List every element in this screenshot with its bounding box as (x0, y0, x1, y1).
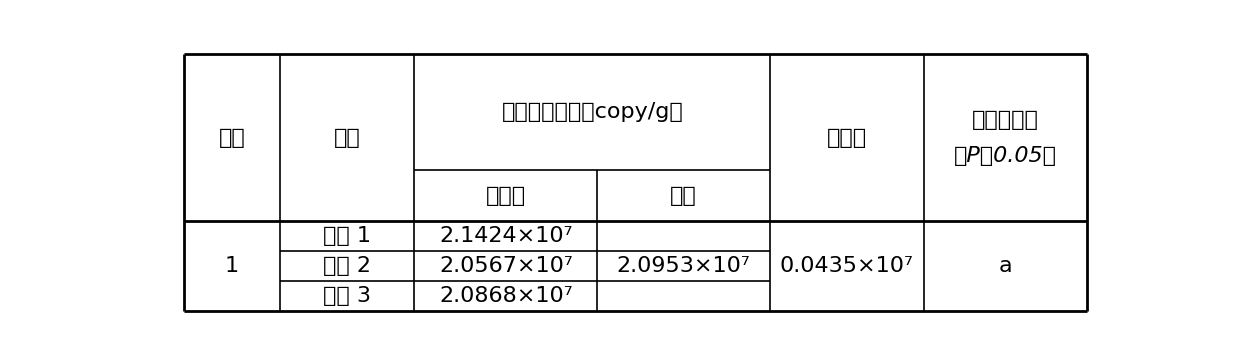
Text: 处理: 处理 (218, 128, 246, 148)
Text: （P＜0.05）: （P＜0.05） (954, 146, 1056, 165)
Text: 差异显著性: 差异显著性 (972, 110, 1039, 130)
Text: 重复: 重复 (334, 128, 361, 148)
Text: a: a (998, 256, 1012, 276)
Text: 0.0435×10⁷: 0.0435×10⁷ (780, 256, 914, 276)
Text: 1: 1 (224, 256, 239, 276)
Text: 重复 3: 重复 3 (324, 286, 371, 306)
Text: 均值: 均值 (670, 186, 697, 206)
Text: 2.0953×10⁷: 2.0953×10⁷ (616, 256, 750, 276)
Text: 2.1424×10⁷: 2.1424×10⁷ (439, 226, 573, 246)
Text: 重复 1: 重复 1 (324, 226, 371, 246)
Text: 土壤真菌数量（copy/g）: 土壤真菌数量（copy/g） (501, 102, 683, 122)
Text: 重复 2: 重复 2 (324, 256, 371, 276)
Text: 标准差: 标准差 (827, 128, 867, 148)
Text: 测定值: 测定值 (486, 186, 526, 206)
Text: 2.0567×10⁷: 2.0567×10⁷ (439, 256, 573, 276)
Text: 2.0868×10⁷: 2.0868×10⁷ (439, 286, 573, 306)
